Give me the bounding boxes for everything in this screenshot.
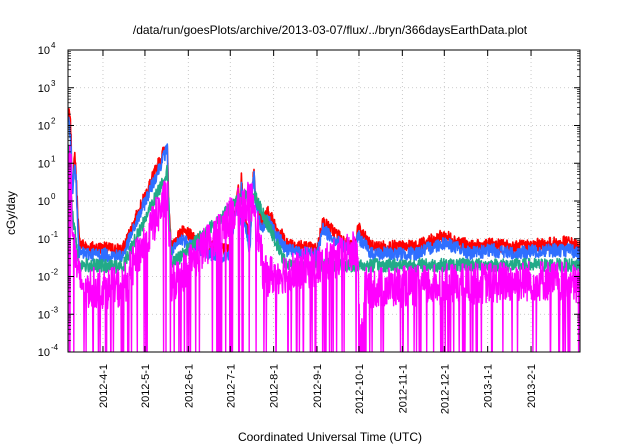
x-tick-label: 2012-9-1 — [312, 364, 324, 408]
y-tick-exponent: -2 — [51, 268, 59, 277]
y-tick-exponent: 1 — [51, 154, 56, 163]
x-tick-label: 2012-11-1 — [397, 364, 409, 413]
y-tick-exponent: 0 — [51, 192, 56, 201]
y-tick-label: 10 — [38, 45, 50, 57]
y-axis-label: cGy/day — [4, 191, 18, 235]
y-tick-exponent: 3 — [51, 79, 56, 88]
x-tick-label: 2013-2-1 — [526, 364, 538, 408]
y-tick-label: 10 — [38, 272, 50, 284]
x-axis: 2012-4-1 2012-5-1 2012-6-1 2012-7-1 2012-8-1… — [98, 50, 538, 414]
x-tick-label: 2012-7-1 — [225, 364, 237, 408]
x-tick-label: 2012-5-1 — [140, 364, 152, 408]
y-tick-exponent: -3 — [51, 305, 59, 314]
series-line-2 — [68, 116, 580, 264]
x-tick-label: 2012-4-1 — [98, 364, 110, 408]
y-tick-label: 10 — [38, 309, 50, 321]
y-tick-exponent: 4 — [51, 41, 56, 50]
y-tick-label: 10 — [38, 158, 50, 170]
x-tick-label: 2012-6-1 — [183, 364, 195, 408]
y-tick-label: 10 — [38, 347, 50, 359]
x-tick-label: 2013-1-1 — [483, 364, 495, 408]
x-tick-label: 2012-12-1 — [439, 364, 451, 414]
x-axis-label: Coordinated Universal Time (UTC) — [238, 430, 422, 444]
plot-area — [68, 108, 580, 352]
chart-title: /data/run/goesPlots/archive/2013-03-07/f… — [133, 23, 528, 37]
y-tick-exponent: -1 — [51, 230, 59, 239]
y-tick-label: 10 — [38, 121, 50, 133]
y-tick-exponent: -4 — [51, 343, 59, 352]
y-tick-exponent: 2 — [51, 117, 56, 126]
y-tick-label: 10 — [38, 83, 50, 95]
y-tick-label: 10 — [38, 196, 50, 208]
x-tick-label: 2012-10-1 — [354, 364, 366, 414]
series-line-4 — [68, 144, 580, 352]
x-tick-label: 2012-8-1 — [269, 364, 281, 408]
y-tick-label: 10 — [38, 234, 50, 246]
